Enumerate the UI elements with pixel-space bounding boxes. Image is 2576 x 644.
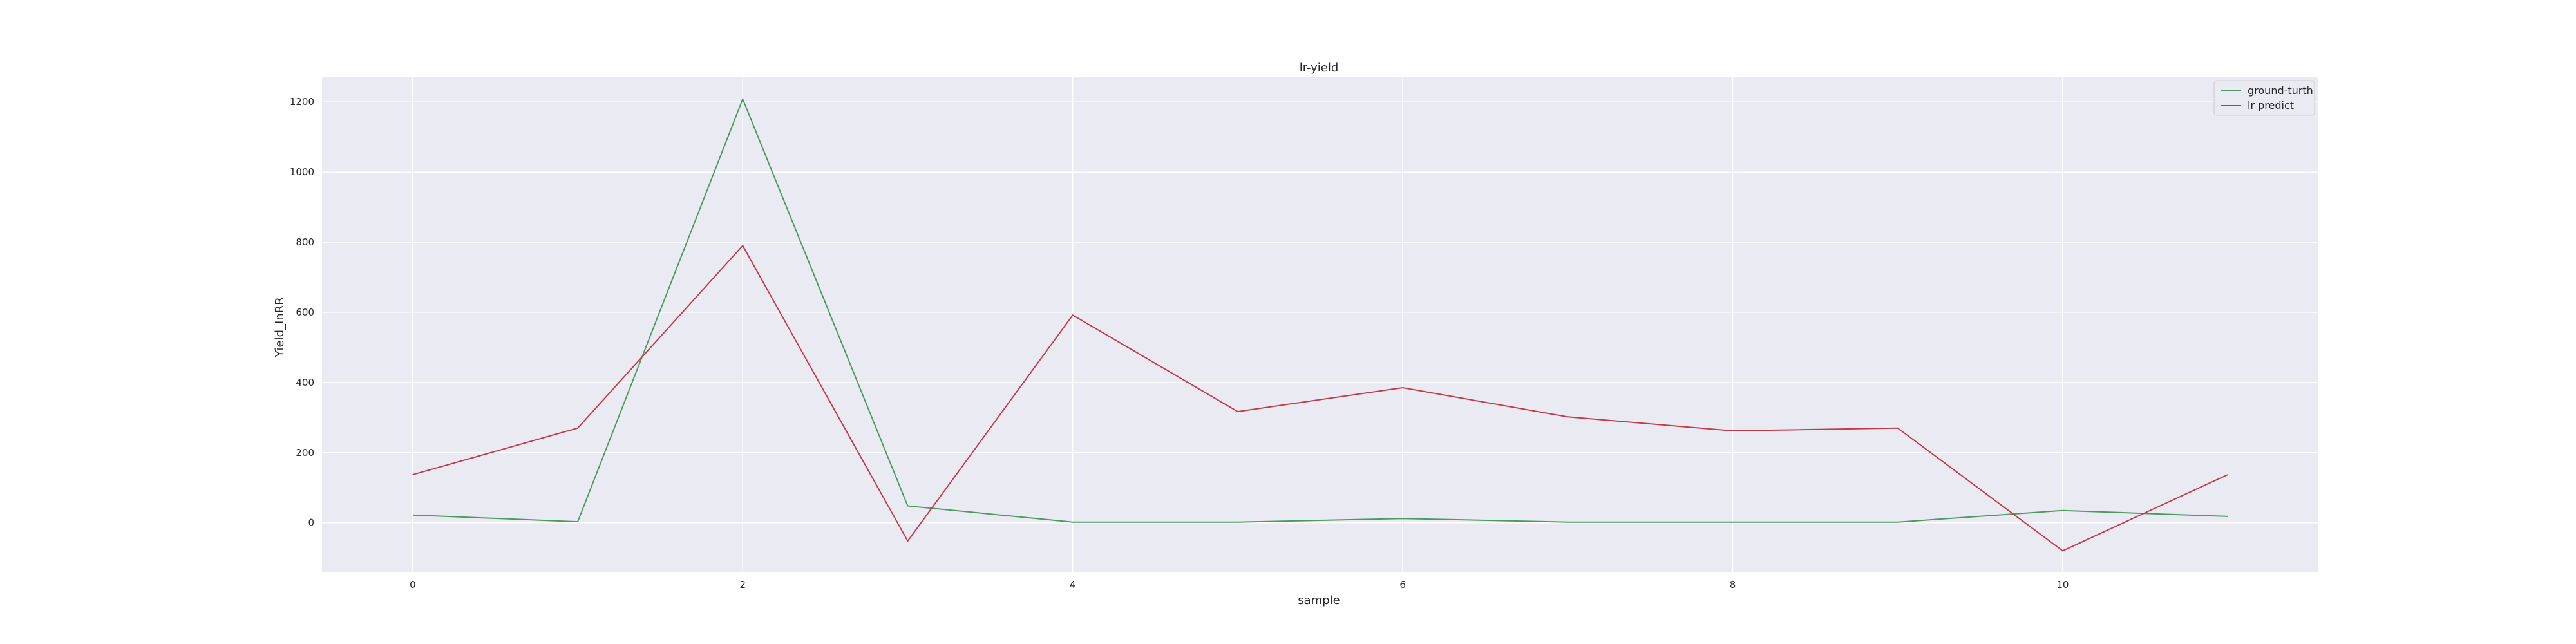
x-axis-ticks: 0 2 4 6 8 10 [410,579,2069,591]
series-lines [412,97,2228,552]
y-tick-label: 1000 [290,166,314,178]
grid-lines [322,77,2318,572]
y-tick-label: 800 [296,236,314,248]
x-tick-label: 4 [1070,579,1076,591]
chart-title: lr-yield [1300,61,1339,75]
x-axis-label: sample [1298,594,1340,607]
plot-background [322,77,2318,572]
y-axis-label: Yield_InRR [273,297,287,358]
y-tick-label: 0 [308,517,314,529]
x-tick-label: 0 [410,579,416,591]
series-line-1 [412,97,2228,523]
x-tick-label: 8 [1730,579,1736,591]
y-tick-label: 600 [296,307,314,318]
x-tick-label: 10 [2056,579,2069,591]
y-axis-ticks: 0 200 400 600 800 1000 1200 [290,96,314,529]
legend-entry: lr predict [2248,99,2294,111]
legend: ground-turth lr predict [2213,80,2315,116]
y-tick-label: 1200 [290,96,314,108]
y-tick-label: 200 [296,447,314,459]
y-tick-label: 400 [296,377,314,388]
x-tick-label: 6 [1399,579,1406,591]
legend-box [2213,80,2315,116]
series-line-2 [412,244,2228,552]
legend-entry: ground-turth [2248,84,2313,97]
x-tick-label: 2 [740,579,746,591]
